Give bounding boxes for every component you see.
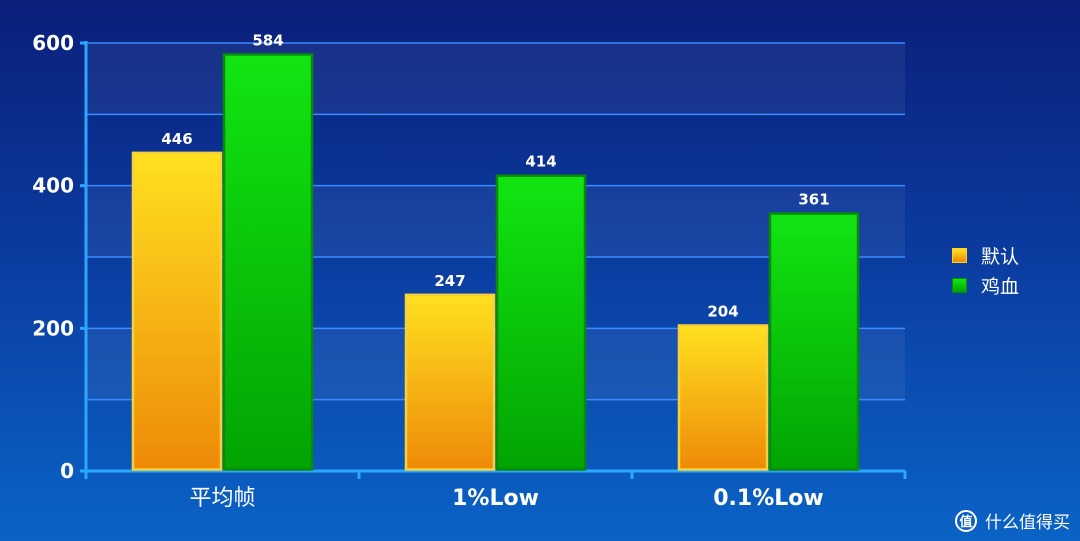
y-tick-label: 0 — [60, 459, 74, 483]
y-tick-label: 400 — [32, 174, 74, 198]
watermark-text: 什么值得买 — [985, 513, 1070, 533]
bar-default — [677, 324, 769, 471]
bar-boost — [495, 174, 587, 471]
data-label-boost: 414 — [525, 153, 556, 171]
y-tick-label: 200 — [32, 316, 74, 340]
watermark-logo-icon: 值 — [955, 509, 977, 532]
y-tick-label: 600 — [32, 31, 74, 55]
legend-swatch-default — [952, 247, 967, 263]
bar-default — [131, 151, 223, 471]
data-label-default: 247 — [434, 272, 465, 290]
data-label-boost: 584 — [252, 31, 283, 49]
legend-label-default: 默认 — [981, 245, 1020, 268]
x-category-label: 0.1%Low — [713, 486, 823, 511]
legend-label-boost: 鸡血 — [981, 275, 1020, 298]
grid-band — [86, 43, 905, 115]
legend-item-default: 默认 — [952, 240, 1019, 270]
bar-default — [404, 293, 496, 471]
data-label-boost: 361 — [798, 190, 829, 208]
grid-band — [86, 185, 905, 257]
x-category-label: 平均帧 — [189, 486, 255, 511]
legend-item-boost: 鸡血 — [952, 270, 1019, 300]
data-label-default: 204 — [707, 302, 738, 320]
bar-boost — [222, 53, 314, 471]
data-label-default: 446 — [161, 130, 192, 148]
grid-band — [86, 328, 905, 400]
legend-swatch-boost — [952, 277, 967, 293]
legend: 默认 鸡血 — [952, 240, 1019, 300]
bar-boost — [768, 212, 860, 471]
x-category-label: 1%Low — [452, 486, 539, 511]
watermark: 值 什么值得买 — [955, 508, 1070, 533]
